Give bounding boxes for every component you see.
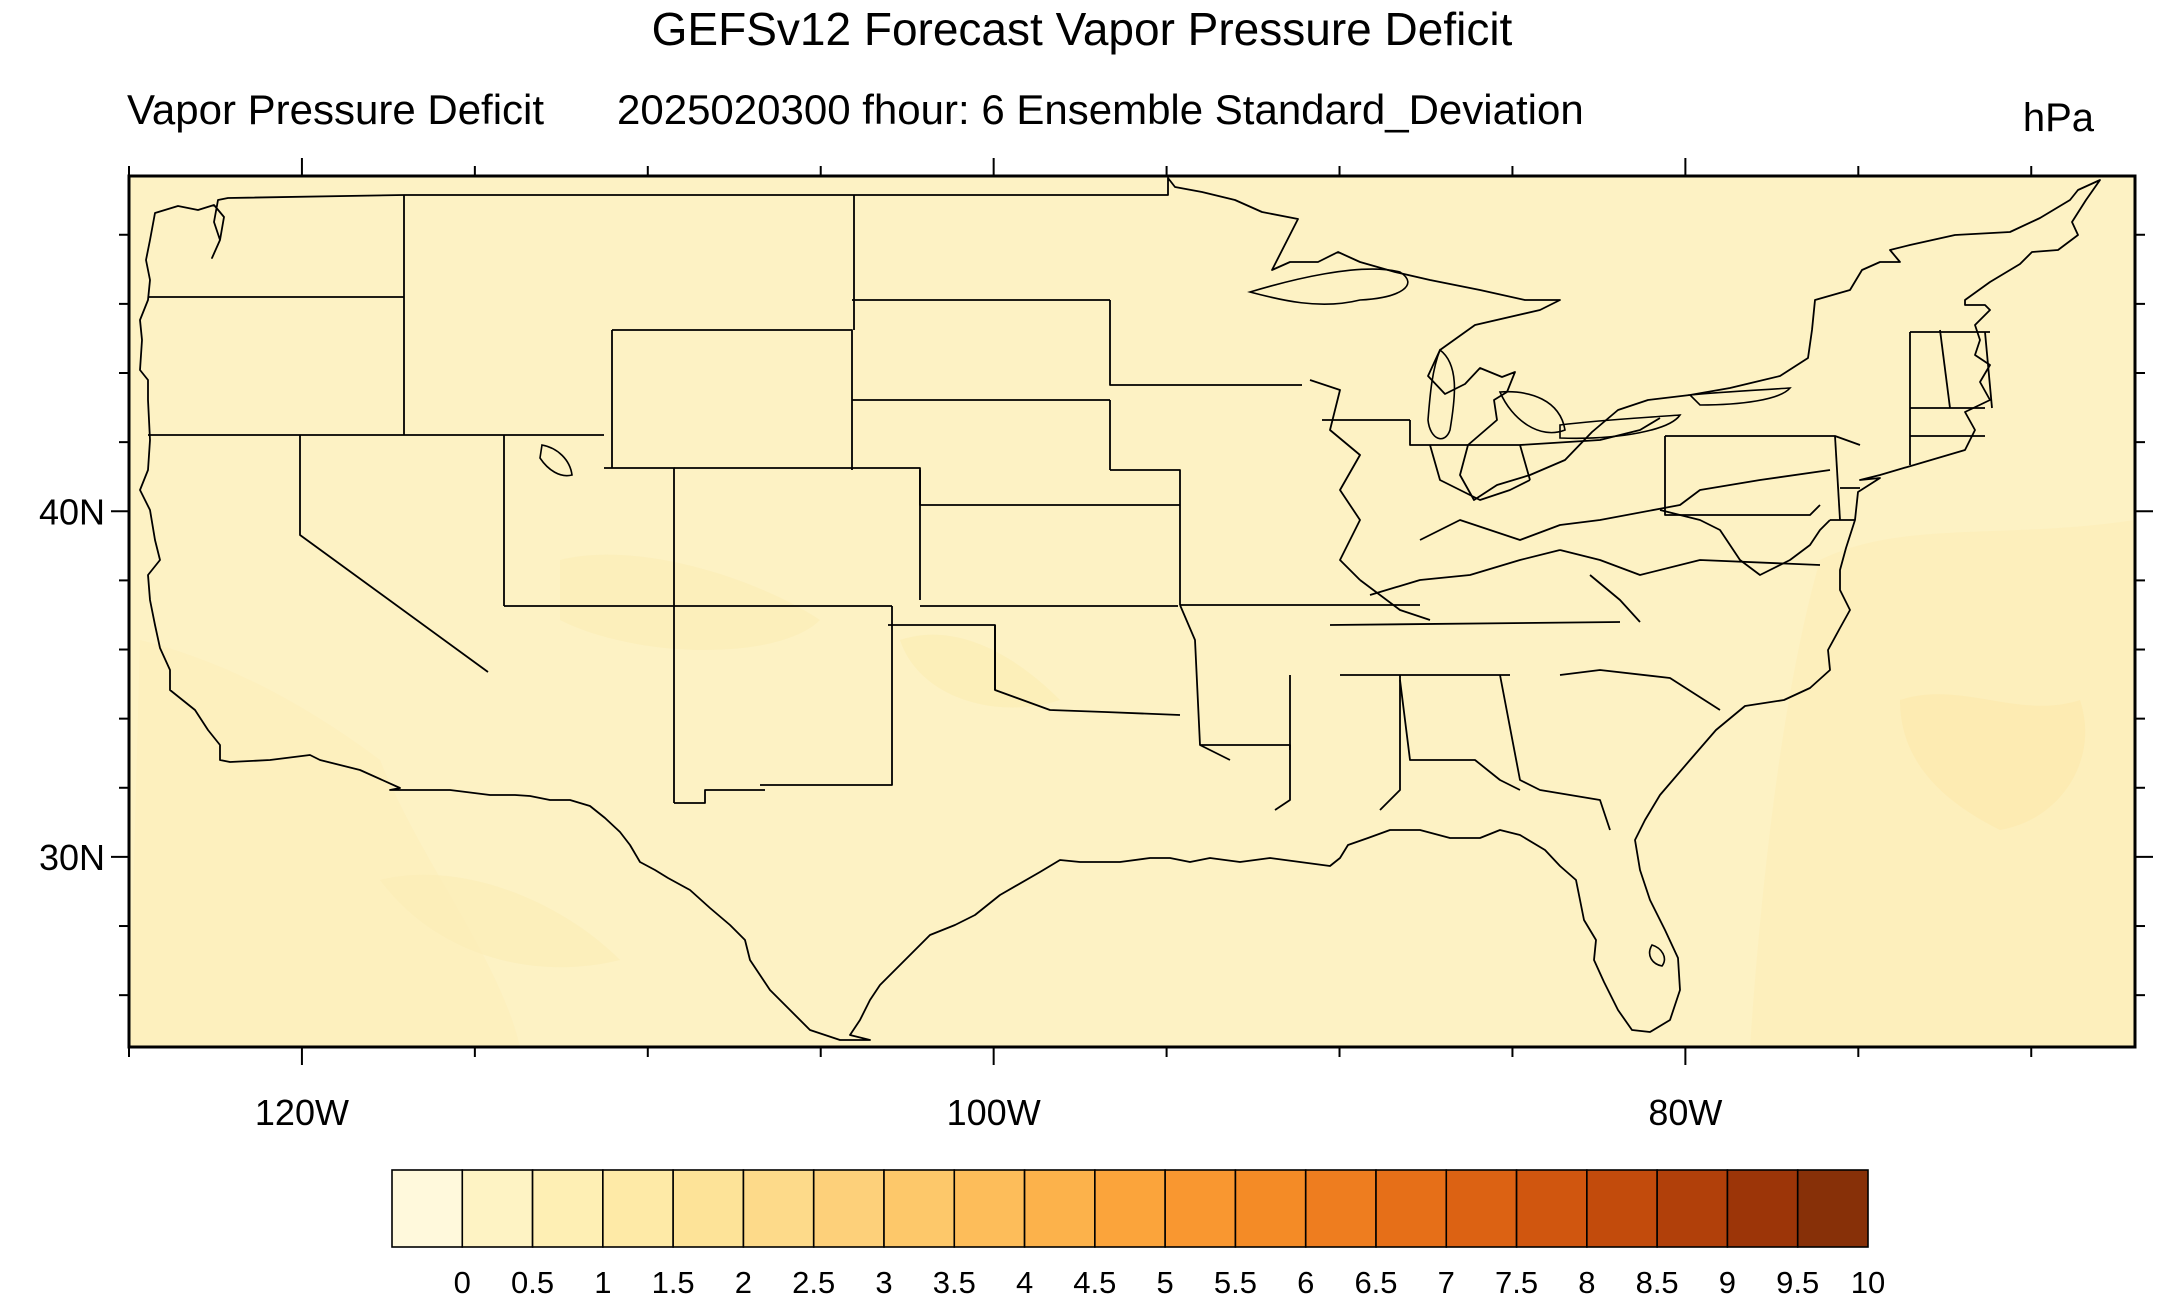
x-tick-label: 100W [947,1092,1041,1133]
colorbar-swatch [1164,1169,1237,1248]
axis-tick-labels: 120W 100W 80W 40N 30N [39,491,1722,1133]
colorbar-label: 9.5 [1776,1265,1819,1297]
colorbar-label: 4 [1016,1265,1033,1297]
colorbar [391,1169,1869,1248]
colorbar-swatch [531,1169,604,1248]
great-lakes [539,268,1792,967]
colorbar-label: 9 [1719,1265,1736,1297]
colorbar-label: 1 [594,1265,611,1297]
colorbar-swatch [602,1169,674,1248]
colorbar-label: 10 [1851,1265,1885,1297]
colorbar-swatch [1726,1169,1799,1248]
colorbar-label: 7 [1438,1265,1455,1297]
colorbar-swatch [1796,1169,1869,1248]
colorbar-label: 8 [1578,1265,1595,1297]
state-boundaries [139,177,2101,1041]
colorbar-swatch [1445,1169,1518,1248]
colorbar-label: 7.5 [1495,1265,1538,1297]
colorbar-label: 2.5 [792,1265,835,1297]
y-tick-label: 30N [39,837,105,878]
colorbar-label: 6 [1297,1265,1314,1297]
colorbar-label: 0.5 [511,1265,554,1297]
colorbar-swatch [953,1169,1026,1248]
colorbar-label: 6.5 [1354,1265,1397,1297]
colorbar-label: 1.5 [652,1265,695,1297]
colorbar-swatch [1023,1169,1096,1248]
us-outline [139,177,2101,1041]
map-title: GEFSv12 Forecast Vapor Pressure Deficit [651,3,1513,55]
colorbar-swatch [1094,1169,1166,1248]
variable-subtitle: Vapor Pressure Deficit [127,86,545,133]
colorbar-swatch [1586,1169,1658,1248]
units-label: hPa [2022,96,2094,140]
colorbar-label: 3 [875,1265,892,1297]
colorbar-label: 2 [735,1265,752,1297]
colorbar-swatch [672,1169,745,1248]
plot-frame [127,174,2137,1049]
axis-ticks [111,158,2153,1065]
colorbar-label: 5.5 [1214,1265,1257,1297]
colorbar-swatch [461,1169,534,1248]
x-tick-label: 80W [1648,1092,1722,1133]
colorbar-swatch [883,1169,956,1248]
colorbar-swatch [1234,1169,1307,1248]
colorbar-swatch [1515,1169,1588,1248]
colorbar-swatch [1656,1169,1729,1248]
colorbar-swatch [1375,1169,1448,1248]
colorbar-swatch [812,1169,885,1248]
colorbar-label: 0 [454,1265,471,1297]
colorbar-label: 3.5 [933,1265,976,1297]
colorbar-label: 4.5 [1073,1265,1116,1297]
y-tick-label: 40N [39,491,105,532]
colorbar-swatch [391,1169,464,1248]
colorbar-labels: 0 0.5 1 1.5 2 2.5 3 3.5 4 4.5 5 5.5 6 6.5 7 7.5 8 8.5 9 9.5… [454,1265,1886,1297]
colorbar-swatch [742,1169,815,1248]
colorbar-label: 5 [1157,1265,1174,1297]
colorbar-label: 8.5 [1636,1265,1679,1297]
run-subtitle: 2025020300 fhour: 6 Ensemble Standard_De… [617,86,1584,133]
colorbar-swatch [1304,1169,1377,1248]
field-variations [129,520,2135,1047]
x-tick-label: 120W [255,1092,349,1133]
